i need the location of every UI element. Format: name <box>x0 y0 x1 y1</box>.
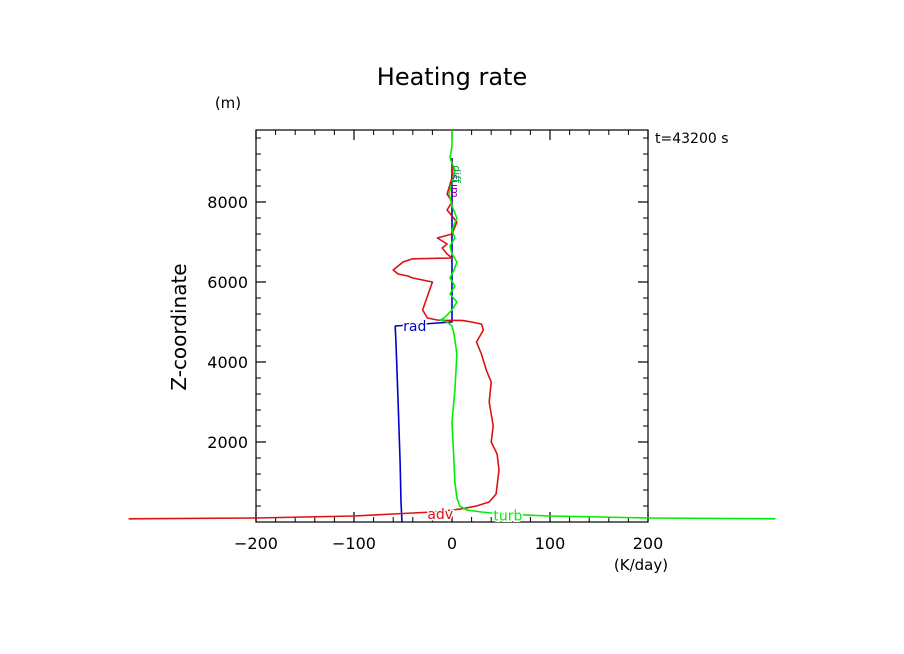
series-label-turb: turb <box>493 509 522 525</box>
diff-label: diff <box>450 165 463 183</box>
series-line-rad <box>394 158 453 523</box>
y-tick-label: 8000 <box>207 193 248 212</box>
y-tick-label: 2000 <box>207 433 248 452</box>
series-line-turb <box>439 130 776 520</box>
axis-ticks <box>255 130 649 522</box>
chart-title: Heating rate <box>377 63 527 91</box>
series-layer <box>128 130 776 523</box>
x-tick-label: −200 <box>234 534 278 553</box>
series-line-adv <box>128 162 500 520</box>
axis-tick-labels: −200 −100 0 100 200 2000 4000 6000 8000 <box>207 193 663 553</box>
time-label: t=43200 s <box>655 131 729 147</box>
series-label-rad: rad <box>403 319 426 335</box>
x-tick-label: 100 <box>535 534 566 553</box>
y-tick-label: 4000 <box>207 353 248 372</box>
y-unit-label: (m) <box>215 94 241 112</box>
x-tick-label: −100 <box>332 534 376 553</box>
y-axis-title: Z-coordinate <box>167 263 191 390</box>
sum-label: sum <box>448 174 461 197</box>
x-tick-label: 200 <box>633 534 664 553</box>
y-tick-label: 6000 <box>207 273 248 292</box>
x-tick-label: 0 <box>447 534 457 553</box>
x-unit-label: (K/day) <box>614 556 668 574</box>
series-label-adv: adv <box>427 507 453 523</box>
